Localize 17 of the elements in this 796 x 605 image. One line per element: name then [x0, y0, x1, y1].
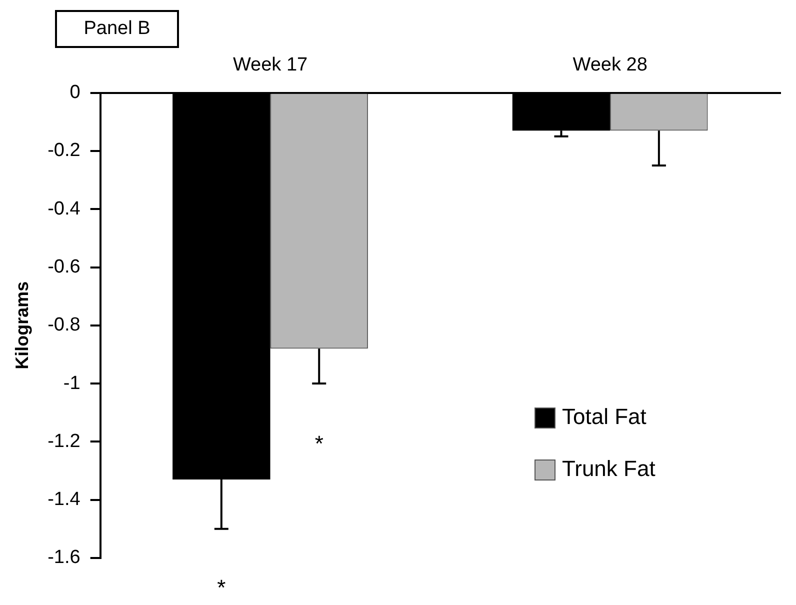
x-tick-label: Week 28 [572, 54, 648, 76]
y-tick-label: -1.4 [48, 489, 81, 510]
legend-label: Trunk Fat [562, 456, 656, 482]
annotation: * [314, 430, 324, 456]
x-tick-label: Week 17 [232, 54, 308, 76]
y-tick-label: -0.4 [48, 198, 81, 220]
y-tick-label: -1 [63, 372, 80, 394]
chart-title: Panel B [55, 10, 179, 48]
legend-label: Total Fat [562, 404, 646, 430]
y-tick-label: -1.6 [48, 547, 80, 568]
y-tick-label: 0 [70, 82, 80, 104]
text: * [217, 574, 226, 600]
y-tick-label: -0.2 [48, 140, 80, 162]
y-tick-label: -0.6 [48, 256, 80, 278]
y-axis-title: Kilograms [12, 281, 32, 370]
y-tick-label: -0.8 [48, 314, 80, 336]
y-tick-label: -1.2 [48, 430, 80, 452]
